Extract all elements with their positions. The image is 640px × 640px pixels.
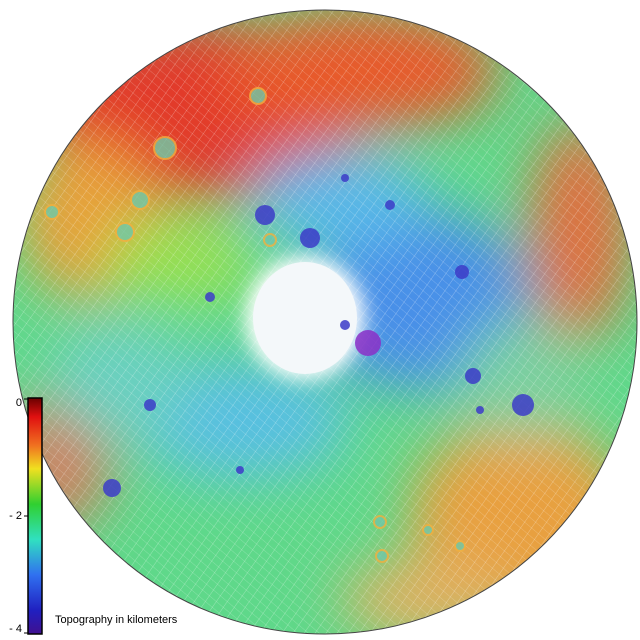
colorbar-tick-label: - 2 <box>9 510 22 522</box>
legend-title: Topography in kilometers <box>55 614 178 626</box>
colorbar-tick-label: - 4 <box>9 623 22 635</box>
colorbar-tick-label: 0 <box>16 397 22 409</box>
colorbar-scale <box>27 397 43 635</box>
colorbar: Topography in kilometers 0 - 2 - 4 <box>9 397 178 635</box>
map-border <box>12 9 638 635</box>
